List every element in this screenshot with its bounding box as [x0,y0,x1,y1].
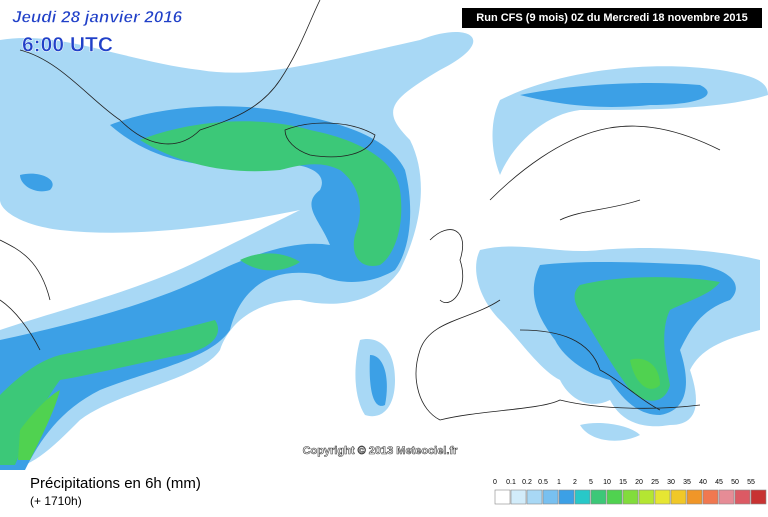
run-box [462,8,762,28]
precip-heavy [0,121,720,466]
legend-swatch [510,489,527,505]
legend-swatch [654,489,671,505]
legend-swatch [606,489,623,505]
legend-swatch [750,489,767,505]
time-label: 6:00 UTC [22,34,113,57]
legend-label: 45 [715,479,723,486]
legend-label: 25 [651,479,659,486]
legend-swatch [734,489,751,505]
legend-label: 55 [747,479,755,486]
legend-label: 0 [493,479,497,486]
coastline [0,239,51,351]
legend-label: 35 [683,479,691,486]
legend-label: 40 [699,479,707,486]
legend-swatch [558,489,575,505]
legend: 0 0.1 0.2 0.5 1 2 5 10 15 20 25 30 35 40 45 50 55 [493,479,767,505]
legend-label: 50 [731,479,739,486]
legend-swatch [574,489,591,505]
legend-swatch [638,489,655,505]
legend-swatch [494,489,511,505]
copyright: Copyright © 2013 Meteociel.fr [303,445,459,457]
coastline [415,125,721,421]
legend-swatch [526,489,543,505]
run-label: Run CFS (9 mois) 0Z du Mercredi 18 novem… [476,12,747,24]
legend-swatch [686,489,703,505]
coastline [19,0,321,145]
legend-label: 1 [557,479,561,486]
legend-swatch [622,489,639,505]
legend-label: 0.5 [538,479,548,486]
legend-swatch [702,489,719,505]
legend-label: 20 [635,479,643,486]
legend-label: 0.1 [506,479,516,486]
footer-title: Précipitations en 6h (mm) [30,475,201,492]
coastlines [0,0,721,421]
coastline [284,122,376,158]
legend-label: 15 [619,479,627,486]
legend-swatch [590,489,607,505]
legend-label: 5 [589,479,593,486]
date-label: Jeudi 28 janvier 2016 [12,7,183,26]
footer-lead: (+ 1710h) [30,494,82,508]
legend-swatch [718,489,735,505]
precipitation-field [0,31,768,471]
legend-label: 2 [573,479,577,486]
legend-label: 10 [603,479,611,486]
legend-label: 0.2 [522,479,532,486]
precip-moderate [0,83,736,470]
legend-swatch [670,489,687,505]
legend-label: 30 [667,479,675,486]
legend-swatch [542,489,559,505]
